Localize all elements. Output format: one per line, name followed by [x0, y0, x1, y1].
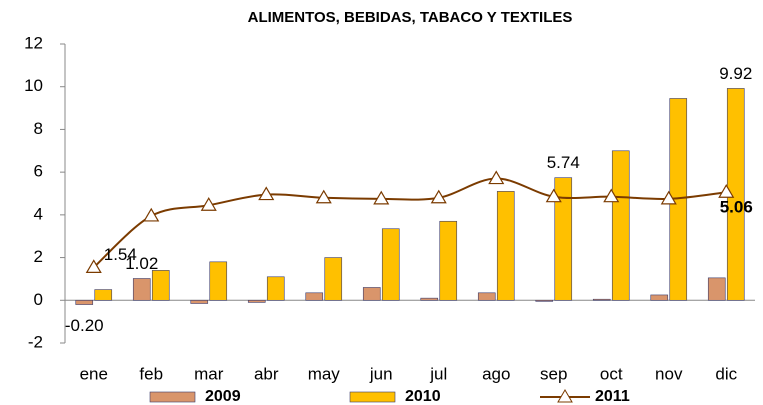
legend-swatch [149, 391, 196, 403]
legend-label: 2010 [405, 388, 441, 405]
x-tick-label: ago [482, 364, 510, 383]
bar [305, 292, 324, 301]
marker [85, 259, 102, 273]
marker [258, 186, 275, 201]
x-tick-label: nov [655, 364, 683, 383]
bar [477, 292, 496, 301]
x-tick-label: sep [540, 364, 567, 383]
bar [94, 289, 113, 301]
marker [603, 188, 620, 203]
marker [718, 184, 735, 198]
y-tick-label: 8 [34, 119, 43, 138]
legend-label: 2011 [595, 388, 630, 405]
data-label: 1.54 [104, 245, 137, 264]
bar [75, 299, 94, 305]
data-label: 5.74 [547, 153, 580, 172]
y-tick-label: 2 [34, 247, 43, 266]
bar [324, 257, 343, 301]
bar [151, 270, 170, 301]
bar [439, 220, 458, 301]
bar [190, 299, 209, 304]
y-tick-label: 10 [24, 76, 43, 95]
y-tick-label: 12 [24, 33, 43, 52]
bar [592, 298, 611, 301]
x-tick-label: abr [254, 364, 279, 383]
bar [420, 297, 439, 301]
data-label: 5.06 [720, 198, 753, 217]
x-tick-label: mar [194, 364, 224, 383]
marker [315, 189, 332, 204]
chart-title: ALIMENTOS, BEBIDAS, TABACO Y TEXTILES [248, 9, 573, 26]
bar [707, 277, 726, 301]
legend-marker [557, 389, 573, 403]
legend-swatch [349, 391, 396, 403]
data-label: -0.20 [65, 316, 104, 335]
bar [535, 299, 554, 302]
marker [545, 188, 562, 203]
x-tick-label: oct [600, 364, 623, 383]
bar [247, 299, 266, 303]
marker [373, 190, 390, 205]
y-tick-label: 4 [34, 204, 43, 223]
marker [200, 197, 217, 211]
bar [611, 150, 630, 301]
marker [488, 170, 505, 185]
marker [430, 189, 447, 204]
x-tick-label: feb [139, 364, 163, 383]
x-tick-label: may [308, 364, 341, 383]
bar [362, 287, 381, 301]
bar [266, 276, 285, 301]
marker [660, 190, 677, 205]
x-tick-label: jun [369, 364, 393, 383]
bar [496, 191, 515, 301]
x-tick-label: jul [429, 364, 447, 383]
marker [143, 207, 160, 222]
y-tick-label: 6 [34, 162, 43, 181]
legend-label: 2009 [205, 388, 241, 405]
x-tick-label: ene [80, 364, 108, 383]
bar [650, 294, 669, 301]
bar [132, 278, 151, 301]
y-tick-label: -2 [28, 332, 43, 351]
bar [209, 261, 228, 301]
bar [554, 177, 573, 301]
data-label: 9.92 [719, 64, 752, 83]
data-label: 1.02 [125, 254, 158, 273]
y-tick-label: 0 [34, 290, 43, 309]
line [93, 177, 727, 269]
bar [381, 228, 400, 301]
x-tick-label: dic [715, 364, 737, 383]
